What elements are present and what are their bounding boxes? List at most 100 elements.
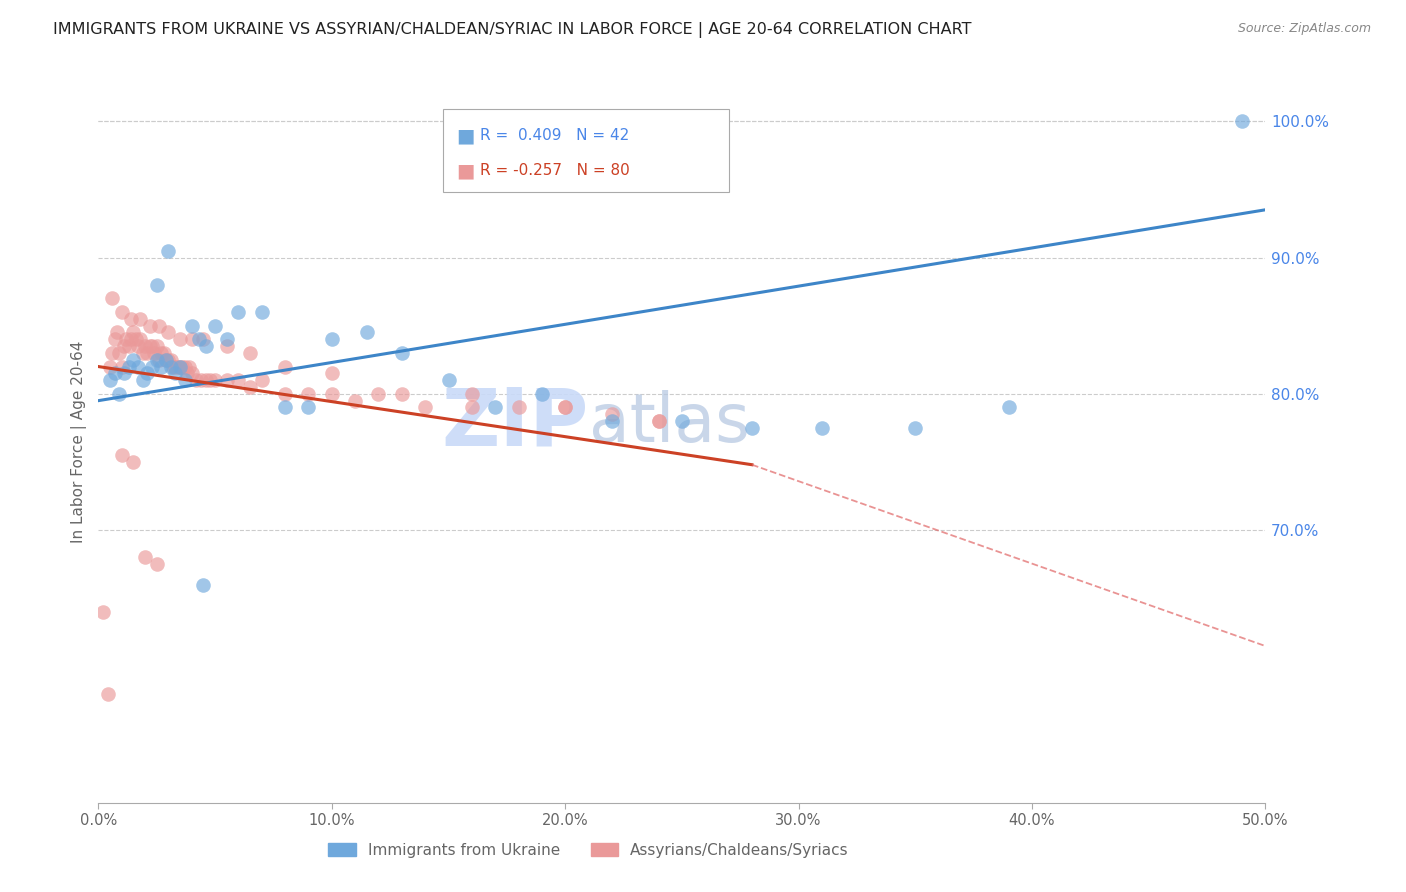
Point [228,305,250,319]
Point [146,339,169,353]
Point [274,359,297,374]
Point [215,332,238,346]
Point [239,380,262,394]
Point [152,346,174,360]
Legend: Immigrants from Ukraine, Assyrians/Chaldeans/Syriacs: Immigrants from Ukraine, Assyrians/Chald… [322,837,855,863]
Point [169,332,191,346]
Point [250,373,273,387]
Text: R =  0.409   N = 42: R = 0.409 N = 42 [479,128,630,144]
Point [134,339,156,353]
Point [120,311,142,326]
Point [647,414,669,428]
Text: ■: ■ [457,161,475,180]
Point [215,373,238,387]
Text: ZIP: ZIP [441,384,589,462]
Point [146,352,169,367]
Point [129,332,152,346]
Point [127,359,149,374]
Point [141,339,163,353]
Text: IMMIGRANTS FROM UKRAINE VS ASSYRIAN/CHALDEAN/SYRIAC IN LABOR FORCE | AGE 20-64 C: IMMIGRANTS FROM UKRAINE VS ASSYRIAN/CHAL… [53,22,972,38]
Point [101,292,124,306]
Point [600,407,623,421]
Point [297,387,319,401]
Point [104,332,127,346]
Point [193,332,215,346]
Point [239,346,262,360]
Point [150,359,173,374]
Point [204,373,226,387]
Point [1230,114,1253,128]
Point [250,305,273,319]
Text: R = -0.257   N = 80: R = -0.257 N = 80 [479,163,630,178]
Point [391,387,413,401]
Point [172,359,194,374]
Point [112,367,135,381]
Point [91,605,114,619]
Y-axis label: In Labor Force | Age 20-64: In Labor Force | Age 20-64 [72,341,87,542]
Point [105,326,128,340]
FancyBboxPatch shape [443,109,728,193]
Point [165,367,187,381]
Point [530,387,553,401]
Point [118,339,141,353]
Point [111,305,134,319]
Point [159,359,181,374]
Point [274,387,297,401]
Point [508,401,530,415]
Point [228,373,250,387]
Point [108,346,131,360]
Point [461,401,484,415]
Point [134,550,156,565]
Point [101,346,124,360]
Point [484,401,506,415]
Point [274,401,297,415]
Point [115,332,138,346]
Point [180,367,202,381]
Point [193,577,215,591]
Point [108,387,131,401]
Point [554,401,576,415]
Point [146,277,169,292]
Point [200,373,222,387]
Point [132,373,155,387]
Point [98,359,121,374]
Point [179,359,201,374]
Point [461,387,484,401]
Point [111,448,134,462]
Point [155,352,177,367]
Point [180,332,202,346]
Point [741,421,763,435]
Point [136,367,159,381]
Point [98,373,121,387]
Point [186,373,208,387]
Point [194,373,217,387]
Point [120,332,142,346]
Point [148,352,170,367]
Point [141,359,163,374]
Point [321,387,343,401]
Point [143,346,166,360]
Point [122,326,145,340]
Point [139,318,162,333]
Point [297,401,319,415]
Point [169,359,191,374]
Point [204,318,226,333]
Point [554,401,576,415]
Point [111,359,134,374]
Text: Source: ZipAtlas.com: Source: ZipAtlas.com [1237,22,1371,36]
Point [165,359,187,374]
Point [647,414,669,428]
Point [194,339,217,353]
Point [176,367,198,381]
Text: ■: ■ [457,127,475,145]
Point [190,373,212,387]
Point [367,387,389,401]
Point [146,558,169,572]
Point [321,332,343,346]
Point [321,367,343,381]
Point [157,244,180,258]
Point [173,359,195,374]
Point [104,367,127,381]
Point [122,352,145,367]
Point [97,687,120,701]
